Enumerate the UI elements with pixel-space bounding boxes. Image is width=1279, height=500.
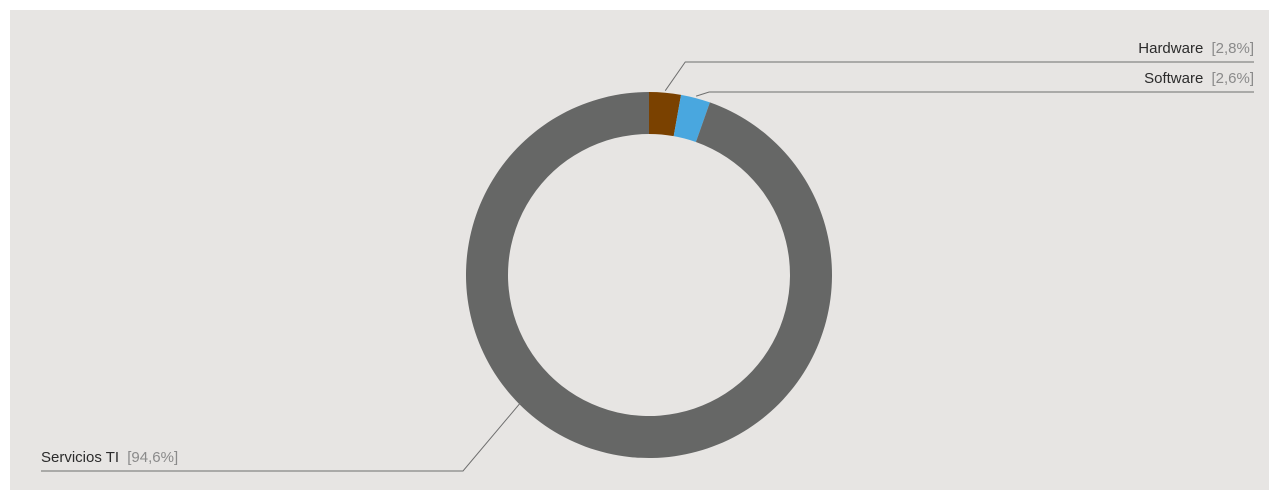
slice-name-servicios-ti: Servicios TI <box>41 449 119 466</box>
chart-panel: Hardware [2,8%] Software [2,6%] Servicio… <box>10 10 1269 490</box>
slice-name-software: Software <box>1144 70 1203 87</box>
slice-software <box>673 94 710 143</box>
slice-servicios-ti <box>466 92 833 458</box>
slice-value-servicios-ti: [94,6%] <box>127 449 178 466</box>
slice-value-software: [2,6%] <box>1211 70 1254 87</box>
slice-value-hardware: [2,8%] <box>1211 40 1254 57</box>
leader-hardware <box>664 61 1254 92</box>
slice-label-software: Software [2,6%] <box>1144 70 1254 87</box>
slice-name-hardware: Hardware <box>1138 40 1203 57</box>
donut-chart: Hardware [2,8%] Software [2,6%] Servicio… <box>41 40 1254 472</box>
slices-group <box>466 92 833 458</box>
leader-servicios-ti <box>41 402 522 472</box>
slice-hardware <box>649 92 682 137</box>
slice-label-servicios-ti: Servicios TI [94,6%] <box>41 449 178 466</box>
leaders-group <box>41 61 1254 472</box>
slice-label-hardware: Hardware [2,8%] <box>1138 40 1254 57</box>
leader-software <box>695 91 1254 97</box>
